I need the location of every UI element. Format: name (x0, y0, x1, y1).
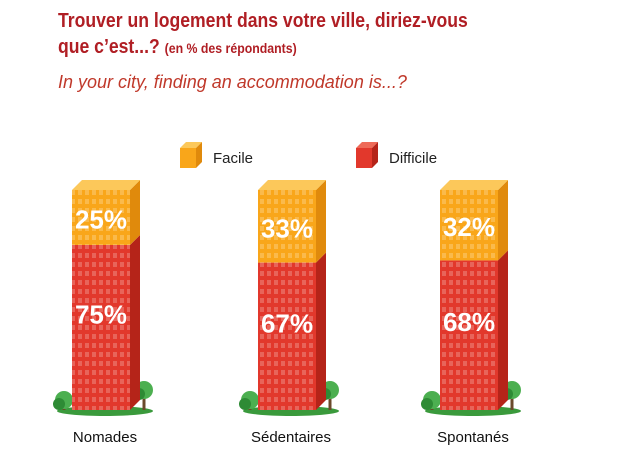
value-label-facile-1: 33% (261, 213, 313, 243)
legend-label-facile: Facile (213, 150, 253, 167)
legend-label-difficile: Difficile (389, 150, 437, 167)
bar-group-2: 32% 68% Spontanés (421, 180, 521, 446)
value-label-difficile-2: 68% (443, 307, 495, 337)
legend: Facile Difficile (180, 142, 437, 168)
bar-facile-side (498, 180, 508, 261)
tree-icon (239, 398, 251, 410)
bar-facile-side (316, 180, 326, 263)
value-label-difficile-1: 67% (261, 308, 313, 338)
chart-subtitle-english: In your city, finding an accommodation i… (58, 72, 407, 92)
category-label-2: Spontanés (437, 429, 509, 446)
bar-top (258, 180, 326, 190)
category-label-1: Sédentaires (251, 429, 331, 446)
bar-group-1: 33% 67% Sédentaires (239, 180, 339, 446)
category-label-0: Nomades (73, 429, 137, 446)
bar-group-0: 25% 75% Nomades (53, 180, 153, 446)
bar-windows (72, 190, 130, 245)
value-label-difficile-0: 75% (75, 300, 127, 330)
tree-trunk (510, 394, 514, 410)
bar-difficile-side (316, 252, 326, 410)
bar-windows (72, 245, 130, 410)
bar-windows (440, 190, 498, 261)
title-line-1: Trouver un logement dans votre ville, di… (58, 10, 468, 32)
legend-item-difficile: Difficile (356, 142, 437, 168)
tree-trunk (142, 394, 146, 410)
bar-facile-side (130, 180, 140, 245)
title-line-2: que c’est...? (58, 36, 160, 58)
bar-top (72, 180, 140, 190)
chart-title: Trouver un logement dans votre ville, di… (58, 8, 480, 61)
tree-icon (53, 398, 65, 410)
bars-group: 25% 75% Nomades 33% 67% Sédentaires 32% 68% Spon… (53, 180, 521, 446)
bar-top (440, 180, 508, 190)
bar-windows (258, 262, 316, 410)
tree-icon (421, 398, 433, 410)
tree-trunk (328, 394, 332, 410)
title-unit: (en % des répondants) (164, 40, 297, 56)
bar-windows (440, 260, 498, 410)
legend-item-facile: Facile (180, 142, 253, 168)
bar-difficile-side (498, 250, 508, 410)
bar-difficile-side (130, 235, 140, 410)
value-label-facile-2: 32% (443, 212, 495, 242)
bar-windows (258, 190, 316, 263)
value-label-facile-0: 25% (75, 205, 127, 235)
